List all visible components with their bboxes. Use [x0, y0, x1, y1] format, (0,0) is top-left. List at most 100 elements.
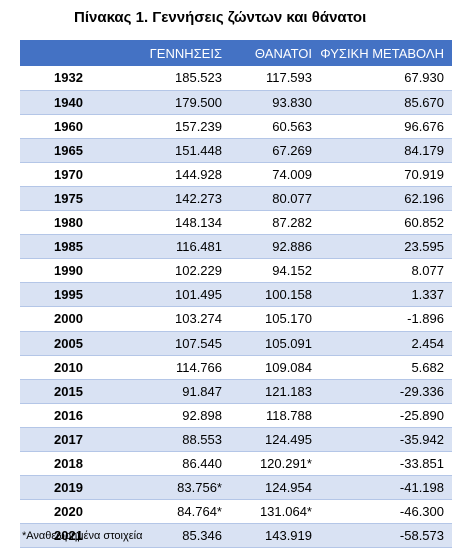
year-cell: 2018: [20, 451, 112, 477]
deaths-cell: 60.563: [226, 114, 318, 139]
births-cell: 86.440: [112, 451, 226, 477]
deaths-cell: 121.183: [226, 379, 318, 404]
table-row: 2005 107.545 105.091 2.454: [20, 331, 452, 356]
table-row: 2018 86.440 120.291* -33.851: [20, 451, 452, 477]
deaths-cell: 109.084: [226, 355, 318, 380]
deaths-cell: 105.091: [226, 331, 318, 356]
table-row: 2010 114.766 109.084 5.682: [20, 355, 452, 380]
table-row: 1940 179.500 93.830 85.670: [20, 90, 452, 115]
table-row: 1965 151.448 67.269 84.179: [20, 138, 452, 163]
year-cell: 1960: [20, 114, 112, 139]
year-cell: 1932: [20, 66, 112, 91]
footnote: *Αναθεωρημένα στοιχεία: [22, 530, 143, 542]
births-cell: 91.847: [112, 379, 226, 404]
births-cell: 142.273: [112, 186, 226, 212]
table-row: 2000 103.274 105.170 -1.896: [20, 306, 452, 332]
natural-change-cell: -58.573: [318, 523, 452, 549]
year-cell: 2017: [20, 427, 112, 453]
deaths-cell: 93.830: [226, 90, 318, 115]
table-row: 1970 144.928 74.009 70.919: [20, 162, 452, 187]
year-cell: 2021: [20, 523, 112, 549]
natural-change-cell: 60.852: [318, 210, 452, 236]
births-cell: 101.495: [112, 282, 226, 308]
deaths-cell: 87.282: [226, 210, 318, 236]
births-cell: 144.928: [112, 162, 226, 187]
year-cell: 1985: [20, 234, 112, 260]
header-natural-change: ΦΥΣΙΚΗ ΜΕΤΑΒΟΛΗ: [320, 45, 444, 61]
year-cell: 2015: [20, 379, 112, 404]
deaths-cell: 124.954: [226, 475, 318, 501]
year-cell: 2020: [20, 499, 112, 525]
year-cell: 1995: [20, 282, 112, 308]
deaths-cell: 100.158: [226, 282, 318, 308]
table-row: 2021 85.346 143.919 -58.573: [20, 523, 452, 549]
births-cell: 116.481: [112, 234, 226, 260]
natural-change-cell: 67.930: [318, 66, 452, 91]
natural-change-cell: -41.198: [318, 475, 452, 501]
natural-change-cell: 84.179: [318, 138, 452, 163]
births-deaths-table: ΓΕΝΝΗΣΕΙΣ ΘΑΝΑΤΟΙ ΦΥΣΙΚΗ ΜΕΤΑΒΟΛΗ 1932 18…: [20, 40, 452, 549]
natural-change-cell: -25.890: [318, 403, 452, 428]
natural-change-cell: 8.077: [318, 258, 452, 284]
deaths-cell: 131.064*: [226, 499, 318, 525]
births-cell: 179.500: [112, 90, 226, 115]
natural-change-cell: -35.942: [318, 427, 452, 453]
natural-change-cell: 23.595: [318, 234, 452, 260]
table-row: 1990 102.229 94.152 8.077: [20, 258, 452, 284]
table-row: 1985 116.481 92.886 23.595: [20, 234, 452, 260]
table-body: 1932 185.523 117.593 67.930 1940 179.500 93.83…: [20, 66, 452, 549]
header-births: ΓΕΝΝΗΣΕΙΣ: [149, 45, 222, 61]
births-cell: 88.553: [112, 427, 226, 453]
deaths-cell: 94.152: [226, 258, 318, 284]
births-cell: 151.448: [112, 138, 226, 163]
deaths-cell: 67.269: [226, 138, 318, 163]
table-row: 1932 185.523 117.593 67.930: [20, 66, 452, 91]
table-header-row: ΓΕΝΝΗΣΕΙΣ ΘΑΝΑΤΟΙ ΦΥΣΙΚΗ ΜΕΤΑΒΟΛΗ: [20, 40, 452, 66]
natural-change-cell: -46.300: [318, 499, 452, 525]
natural-change-cell: 96.676: [318, 114, 452, 139]
natural-change-cell: 70.919: [318, 162, 452, 187]
births-cell: 83.756*: [112, 475, 226, 501]
table-row: 1995 101.495 100.158 1.337: [20, 282, 452, 308]
births-cell: 103.274: [112, 306, 226, 332]
deaths-cell: 105.170: [226, 306, 318, 332]
births-cell: 185.523: [112, 66, 226, 91]
table-row: 1960 157.239 60.563 96.676: [20, 114, 452, 139]
year-cell: 2000: [20, 306, 112, 332]
year-cell: 1940: [20, 90, 112, 115]
deaths-cell: 120.291*: [226, 451, 318, 477]
natural-change-cell: 2.454: [318, 331, 452, 356]
natural-change-cell: -29.336: [318, 379, 452, 404]
year-cell: 1975: [20, 186, 112, 212]
year-cell: 1980: [20, 210, 112, 236]
natural-change-cell: 1.337: [318, 282, 452, 308]
table-row: 1975 142.273 80.077 62.196: [20, 186, 452, 212]
table-row: 2017 88.553 124.495 -35.942: [20, 427, 452, 453]
births-cell: 114.766: [112, 355, 226, 380]
year-cell: 1965: [20, 138, 112, 163]
natural-change-cell: 5.682: [318, 355, 452, 380]
deaths-cell: 80.077: [226, 186, 318, 212]
year-cell: 2010: [20, 355, 112, 380]
table-row: 2019 83.756* 124.954 -41.198: [20, 475, 452, 501]
table-row: 2015 91.847 121.183 -29.336: [20, 379, 452, 404]
deaths-cell: 74.009: [226, 162, 318, 187]
year-cell: 2005: [20, 331, 112, 356]
natural-change-cell: -1.896: [318, 306, 452, 332]
year-cell: 1970: [20, 162, 112, 187]
table-row: 2020 84.764* 131.064* -46.300: [20, 499, 452, 525]
natural-change-cell: -33.851: [318, 451, 452, 477]
natural-change-cell: 85.670: [318, 90, 452, 115]
births-cell: 148.134: [112, 210, 226, 236]
deaths-cell: 118.788: [226, 403, 318, 428]
births-cell: 157.239: [112, 114, 226, 139]
header-year: [20, 40, 112, 66]
header-deaths: ΘΑΝΑΤΟΙ: [254, 45, 312, 61]
natural-change-cell: 62.196: [318, 186, 452, 212]
year-cell: 2019: [20, 475, 112, 501]
year-cell: 2016: [20, 403, 112, 428]
births-cell: 102.229: [112, 258, 226, 284]
deaths-cell: 143.919: [226, 523, 318, 549]
table-title: Πίνακας 1. Γεννήσεις ζώντων και θάνατοι: [74, 9, 367, 26]
births-cell: 92.898: [112, 403, 226, 428]
